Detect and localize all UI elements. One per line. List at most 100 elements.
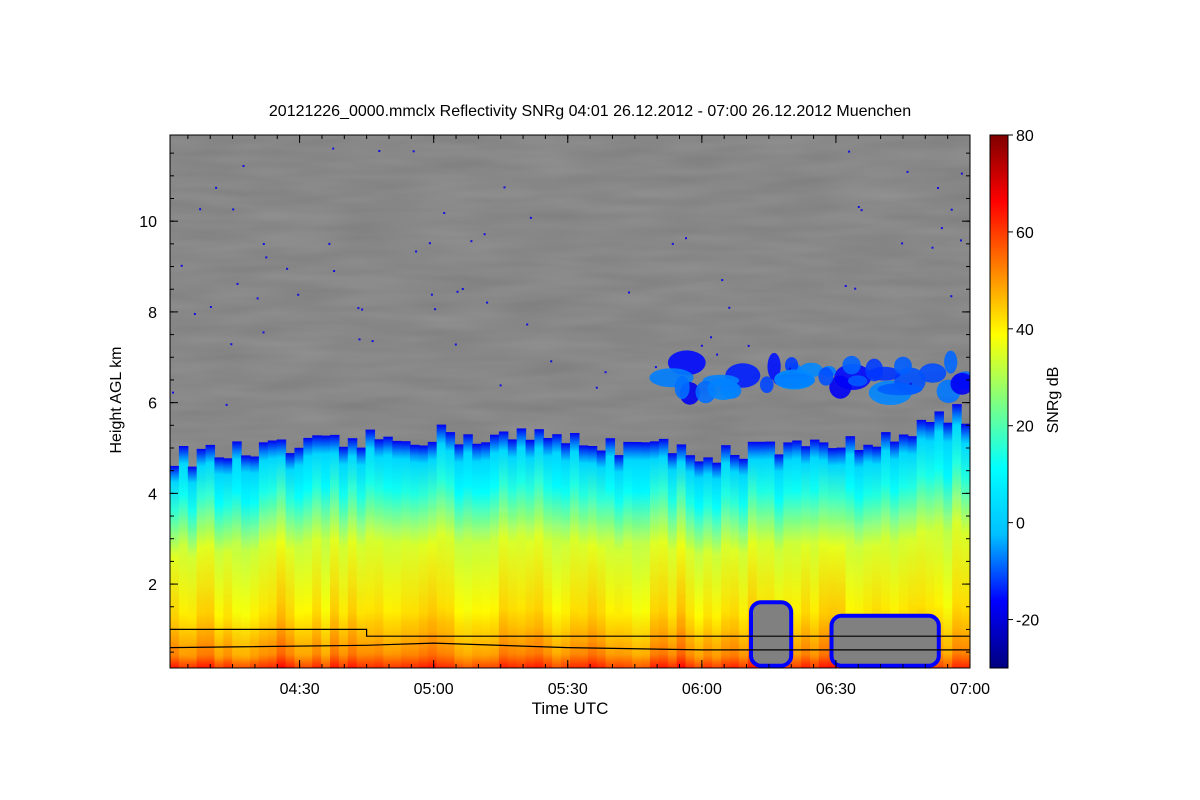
x-axis-label: Time UTC bbox=[532, 699, 609, 718]
noise-speckle bbox=[906, 170, 909, 173]
noise-speckle bbox=[721, 279, 724, 282]
noise-speckle bbox=[595, 386, 598, 389]
colorbar-tick-label: -20 bbox=[1016, 613, 1039, 630]
colorbar-tick-label: 40 bbox=[1016, 322, 1034, 339]
x-tick-label: 04:30 bbox=[280, 681, 320, 698]
noise-speckle bbox=[328, 242, 331, 245]
noise-speckle bbox=[716, 353, 719, 356]
noise-speckle bbox=[297, 293, 300, 296]
noise-speckle bbox=[844, 285, 847, 287]
chart-title: 20121226_0000.mmclx Reflectivity SNRg 04… bbox=[269, 103, 911, 120]
noise-speckle bbox=[728, 306, 731, 309]
noise-speckle bbox=[357, 307, 360, 310]
noise-speckle bbox=[960, 172, 963, 175]
noise-speckle bbox=[526, 323, 529, 326]
noise-speckle bbox=[236, 282, 239, 285]
x-tick-label: 06:30 bbox=[816, 681, 856, 698]
noise-speckle bbox=[428, 242, 431, 245]
noise-speckle bbox=[371, 340, 374, 343]
noise-speckle bbox=[286, 267, 289, 270]
noise-speckle bbox=[950, 295, 953, 298]
noise-speckle bbox=[857, 206, 860, 208]
colorbar-ticks: -20 0 20 40 60 80 bbox=[1008, 128, 1039, 630]
colorbar-tick-label: 0 bbox=[1016, 516, 1025, 533]
noise-speckle bbox=[483, 233, 486, 236]
clear-gap bbox=[749, 600, 794, 668]
noise-speckle bbox=[788, 367, 791, 370]
x-tick-label: 06:00 bbox=[682, 681, 722, 698]
noise-speckle bbox=[747, 344, 750, 347]
noise-speckle bbox=[503, 186, 506, 189]
noise-speckle bbox=[434, 308, 437, 311]
noise-speckle bbox=[854, 287, 857, 290]
y-axis-label: Height AGL km bbox=[108, 346, 125, 453]
y-tick-label: 6 bbox=[148, 396, 157, 413]
noise-speckle bbox=[604, 371, 607, 374]
noise-speckle bbox=[209, 306, 212, 308]
noise-speckle bbox=[412, 150, 415, 153]
x-axis: 04:30 05:00 05:30 06:00 06:30 07:00 bbox=[187, 135, 990, 698]
noise-speckle bbox=[262, 331, 265, 334]
noise-speckle bbox=[550, 360, 553, 363]
noise-speckle bbox=[710, 336, 712, 339]
noise-speckle bbox=[529, 216, 532, 219]
noise-speckle bbox=[931, 246, 934, 249]
y-tick-label: 10 bbox=[139, 214, 157, 231]
noise-speckle bbox=[265, 256, 268, 259]
x-tick-label: 05:00 bbox=[414, 681, 454, 698]
noise-speckle bbox=[461, 288, 464, 290]
noise-speckle bbox=[960, 239, 962, 242]
noise-speckle bbox=[909, 382, 912, 385]
noise-speckle bbox=[937, 187, 939, 189]
noise-speckle bbox=[193, 313, 196, 315]
noise-speckle bbox=[486, 301, 489, 304]
noise-speckle bbox=[333, 270, 336, 272]
noise-speckle bbox=[199, 208, 202, 211]
noise-speckle bbox=[172, 391, 174, 394]
colorbar-label: SNRg dB bbox=[1045, 367, 1062, 434]
noise-speckles bbox=[172, 147, 963, 406]
noise-speckle bbox=[454, 343, 457, 346]
noise-speckle bbox=[230, 343, 233, 346]
noise-speckle bbox=[443, 212, 446, 214]
y-axis: 2 4 6 8 10 bbox=[139, 152, 970, 653]
noise-speckle bbox=[358, 338, 361, 341]
noise-speckle bbox=[950, 208, 953, 211]
noise-speckle bbox=[685, 237, 687, 240]
noise-speckle bbox=[180, 264, 183, 267]
noise-speckle bbox=[671, 242, 674, 245]
noise-speckle bbox=[700, 344, 703, 347]
boundary-line bbox=[170, 642, 970, 651]
noise-speckle bbox=[860, 209, 863, 212]
plot-frame bbox=[169, 134, 971, 669]
noise-speckle bbox=[262, 243, 265, 245]
noise-speckle bbox=[470, 240, 473, 243]
noise-speckle bbox=[361, 308, 364, 311]
y-tick-label: 2 bbox=[148, 577, 157, 594]
texture-overlay bbox=[170, 135, 970, 668]
colorbar-tick-label: 80 bbox=[1016, 128, 1034, 145]
y-tick-label: 8 bbox=[148, 305, 157, 322]
noise-speckle bbox=[256, 297, 259, 300]
boundary-lines bbox=[170, 628, 970, 651]
noise-speckle bbox=[901, 242, 904, 245]
noise-speckle bbox=[232, 208, 235, 211]
noise-speckle bbox=[430, 293, 433, 296]
clear-gap bbox=[829, 613, 941, 668]
x-tick-label: 05:30 bbox=[548, 681, 588, 698]
noise-speckle bbox=[456, 290, 459, 293]
y-tick-label: 4 bbox=[148, 486, 157, 503]
noise-speckle bbox=[332, 147, 335, 150]
noise-speckle bbox=[378, 150, 381, 152]
colorbar-tick-label: 20 bbox=[1016, 419, 1034, 436]
colorbar-tick-label: 60 bbox=[1016, 225, 1034, 242]
colorbar bbox=[989, 134, 1009, 669]
noise-speckle bbox=[654, 366, 657, 369]
noise-speckle bbox=[940, 227, 943, 230]
noise-speckle bbox=[225, 403, 228, 406]
noise-speckle bbox=[848, 150, 851, 153]
x-tick-label: 07:00 bbox=[950, 681, 990, 698]
noise-speckle bbox=[415, 250, 418, 253]
noise-speckle bbox=[499, 384, 502, 387]
